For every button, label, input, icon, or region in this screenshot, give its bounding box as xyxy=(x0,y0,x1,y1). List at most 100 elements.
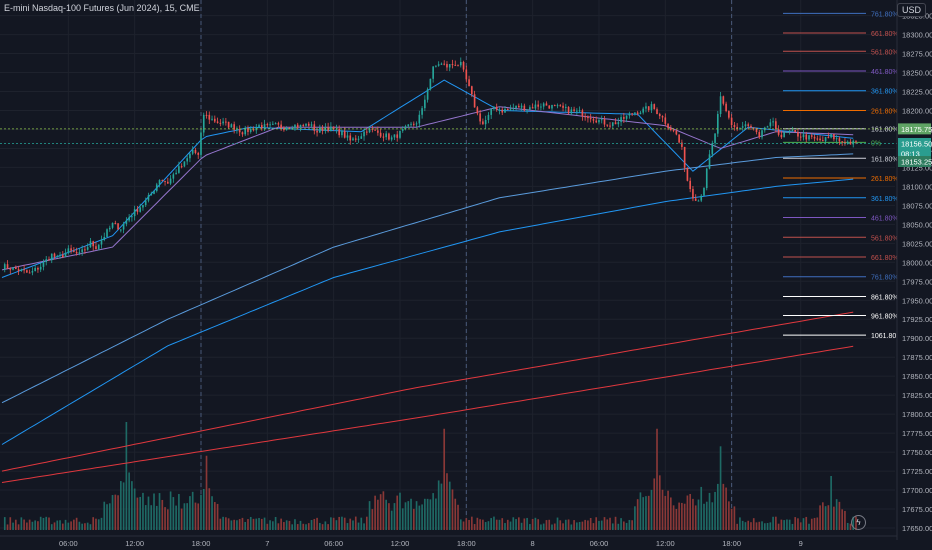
candle-body xyxy=(435,65,437,67)
candle-body xyxy=(23,269,25,271)
volume-bar xyxy=(59,520,61,530)
volume-bar xyxy=(628,519,631,530)
candle-body xyxy=(678,134,680,143)
volume-bar xyxy=(752,518,755,530)
candle-body xyxy=(766,126,769,128)
volume-bar xyxy=(305,524,307,530)
chart-title[interactable]: E-mini Nasdaq-100 Futures (Jun 2024), 15… xyxy=(4,3,200,13)
volume-bar xyxy=(252,518,255,530)
candle-body xyxy=(482,121,484,125)
candle-body xyxy=(700,195,703,201)
candle-body xyxy=(377,130,379,133)
candle-body xyxy=(291,127,294,129)
volume-bar xyxy=(694,505,697,530)
price-tick-label: 17900.00 xyxy=(902,334,932,343)
volume-bar xyxy=(501,518,504,530)
candle-body xyxy=(73,250,75,252)
volume-bar xyxy=(48,517,50,530)
volume-bar xyxy=(95,518,97,530)
candle-body xyxy=(722,96,725,104)
volume-bar xyxy=(634,506,636,530)
volume-bar xyxy=(678,502,680,530)
candle-body xyxy=(64,252,67,258)
price-tick-label: 17825.00 xyxy=(902,391,932,400)
volume-bar xyxy=(788,519,791,530)
candle-body xyxy=(330,126,332,132)
candle-body xyxy=(252,128,255,131)
volume-bar xyxy=(410,498,412,530)
volume-bar xyxy=(576,522,578,530)
price-tick-label: 17800.00 xyxy=(902,410,932,419)
candle-body xyxy=(509,108,512,110)
candle-body xyxy=(595,120,598,123)
volume-bar xyxy=(166,509,169,530)
time-tick-label: 18:00 xyxy=(722,539,741,548)
price-tick-label: 18225.00 xyxy=(902,88,932,97)
candle-body xyxy=(360,136,363,139)
candle-body xyxy=(606,124,609,126)
lightning-icon[interactable]: ϟ xyxy=(851,515,866,530)
volume-bar xyxy=(808,523,810,530)
volume-bar xyxy=(844,510,846,530)
candle-body xyxy=(222,121,224,124)
price-tick-label: 18025.00 xyxy=(902,239,932,248)
fib-level-label: 461.80% xyxy=(871,216,899,223)
moving-average-layer xyxy=(1,79,854,483)
candle-body xyxy=(407,124,410,127)
volume-bar xyxy=(495,519,498,530)
volume-bar xyxy=(92,517,95,530)
candle-body xyxy=(799,136,802,138)
candle-body xyxy=(827,137,830,139)
candle-body xyxy=(620,117,622,123)
volume-bar xyxy=(6,524,9,530)
candle-body xyxy=(457,65,459,67)
price-countdown: 08:13 xyxy=(901,150,920,159)
volume-bar xyxy=(396,495,399,530)
volume-bar xyxy=(448,481,451,530)
volume-bar xyxy=(197,503,200,530)
candle-body xyxy=(609,125,611,127)
candle-body xyxy=(567,106,570,114)
candle-body xyxy=(705,168,708,189)
volume-bar xyxy=(653,478,656,530)
candle-body xyxy=(100,239,103,245)
volume-bar xyxy=(100,517,103,530)
candle-body xyxy=(603,119,606,125)
moving-average-line xyxy=(1,345,854,483)
candle-body xyxy=(761,130,763,138)
candle-body xyxy=(142,205,144,208)
price-tick-label: 17925.00 xyxy=(902,315,932,324)
currency-button[interactable]: USD xyxy=(896,3,926,17)
volume-bar xyxy=(354,516,357,530)
candle-body xyxy=(202,114,205,133)
candle-body xyxy=(227,121,230,128)
candle-body xyxy=(294,124,296,128)
volume-bar xyxy=(553,523,556,530)
candle-body xyxy=(758,132,761,138)
volume-bar xyxy=(285,520,288,530)
candle-body xyxy=(639,112,642,115)
volume-bar xyxy=(642,497,645,530)
fib-level-label: 661.80% xyxy=(871,255,899,262)
volume-bar xyxy=(462,521,465,530)
volume-bar xyxy=(708,492,711,530)
candle-body xyxy=(3,264,6,270)
time-tick-label: 9 xyxy=(799,539,803,548)
candle-body xyxy=(819,138,821,141)
volume-bar xyxy=(37,521,39,530)
volume-bar xyxy=(813,517,816,530)
candle-body xyxy=(211,118,213,120)
candle-body xyxy=(274,123,277,125)
candle-body xyxy=(111,222,114,228)
volume-bar xyxy=(382,491,385,530)
volume-bar xyxy=(620,518,622,530)
candle-body xyxy=(410,123,412,125)
volume-bar xyxy=(421,504,423,530)
candle-body xyxy=(277,123,280,125)
volume-bar xyxy=(377,499,379,530)
volume-bar xyxy=(761,521,763,530)
volume-bar xyxy=(86,522,89,530)
volume-bar xyxy=(614,516,617,530)
candle-body xyxy=(780,134,783,138)
